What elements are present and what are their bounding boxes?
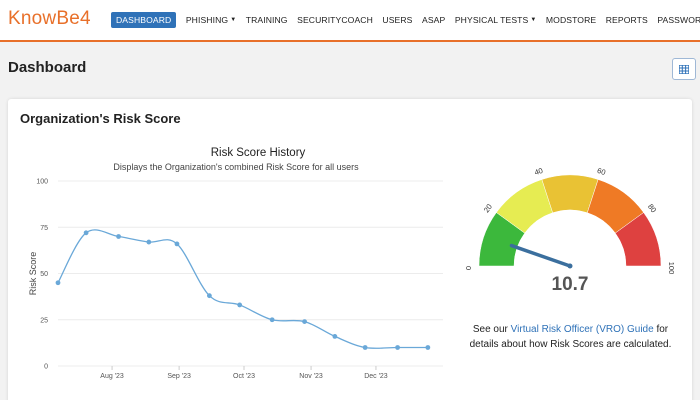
y-tick-label: 100	[36, 179, 48, 186]
nav-item-phishing[interactable]: PHISHING ▼	[186, 12, 236, 28]
data-point[interactable]	[207, 293, 212, 299]
nav-item-label: MODSTORE	[545, 15, 597, 25]
top-navbar: KnowBe4 DASHBOARD PHISHING ▼ TRAINING SECURI…	[0, 0, 700, 42]
nav-item-passwordiq[interactable]: PASSWORDIQ	[657, 12, 700, 28]
data-point[interactable]	[116, 234, 121, 239]
risk-score-gauge: 0 20 40 60 80 100 10.7	[464, 166, 676, 295]
data-point[interactable]	[146, 239, 152, 245]
nav-item-label: PHYSICAL TESTS	[454, 15, 529, 25]
nav-item-label: REPORTS	[605, 15, 648, 25]
data-point[interactable]	[302, 319, 307, 324]
data-point[interactable]	[362, 345, 368, 350]
nav-item-users[interactable]: USERS	[382, 12, 412, 28]
card-title: Organization's Risk Score	[20, 111, 181, 126]
gauge-tick-label: 0	[464, 266, 473, 270]
chart-title: Risk Score History	[211, 147, 306, 159]
nav-item-modstore[interactable]: MODSTORE	[546, 12, 596, 28]
nav-item-securitycoach[interactable]: SECURITYCOACH	[297, 12, 373, 28]
view-toggle-button[interactable]	[672, 58, 696, 80]
gauge-tick-label: 100	[667, 262, 676, 275]
data-point[interactable]	[237, 302, 243, 308]
nav-item-asap[interactable]: ASAP	[422, 12, 445, 28]
risk-score-history-chart: Risk Score History Displays the Organizat…	[28, 147, 443, 380]
vro-note-prefix: See our	[472, 324, 511, 335]
y-tick-label: 75	[40, 225, 48, 232]
x-tick-label: Nov '23	[299, 373, 323, 380]
gauge-band	[614, 212, 662, 267]
knowbe4-logo[interactable]: KnowBe4	[8, 8, 91, 29]
vro-note-suffix: for details about how Risk Scores are ca…	[469, 324, 672, 350]
chevron-down-icon: ▼	[230, 17, 237, 23]
nav-item-label: PASSWORDIQ	[657, 15, 700, 25]
nav-item-dashboard[interactable]: DASHBOARD	[111, 12, 177, 28]
gauge-needle-pivot	[567, 263, 573, 269]
x-tick-label: Dec '23	[364, 373, 388, 380]
nav-item-label: SECURITYCOACH	[297, 15, 373, 25]
nav-item-label: USERS	[382, 15, 413, 25]
data-point[interactable]	[425, 345, 431, 350]
nav-item-label: ASAP	[422, 15, 446, 25]
data-point[interactable]	[332, 334, 338, 339]
nav-item-physical-tests[interactable]: PHYSICAL TESTS ▼	[455, 12, 537, 28]
data-point[interactable]	[269, 317, 275, 323]
nav-item-label: DASHBOARD	[116, 15, 172, 25]
gauge-needle	[509, 243, 572, 268]
data-point[interactable]	[55, 280, 61, 286]
page-title: Dashboard	[8, 59, 87, 76]
y-tick-label: 0	[44, 364, 48, 371]
chart-subtitle: Displays the Organization's combined Ris…	[113, 162, 359, 172]
data-point[interactable]	[174, 241, 180, 247]
data-point[interactable]	[395, 345, 400, 350]
x-tick-label: Sep '23	[167, 373, 191, 380]
vro-note: See our Virtual Risk Officer (VRO) Guide…	[458, 322, 683, 352]
nav-item-training[interactable]: TRAINING	[246, 12, 288, 28]
x-tick-label: Aug '23	[100, 373, 124, 380]
x-tick-label: Oct '23	[233, 373, 255, 380]
nav-item-label: PHISHING	[185, 15, 229, 25]
nav-item-label: TRAINING	[245, 15, 288, 25]
vro-guide-link[interactable]: Virtual Risk Officer (VRO) Guide	[510, 324, 654, 335]
y-tick-label: 25	[40, 317, 48, 324]
gauge-tick-label: 60	[596, 166, 607, 177]
main-nav: DASHBOARD PHISHING ▼ TRAINING SECURITYCOACH U…	[111, 12, 700, 28]
data-point[interactable]	[83, 230, 89, 236]
y-tick-label: 50	[40, 271, 48, 278]
series-line	[57, 229, 428, 349]
risk-score-card: Organization's Risk Score	[8, 99, 692, 400]
gauge-tick-label: 20	[482, 202, 494, 214]
y-axis-label: Risk Score	[28, 252, 38, 296]
nav-item-reports[interactable]: REPORTS	[606, 12, 648, 28]
gauge-tick-label: 80	[646, 202, 658, 214]
gauge-value: 10.7	[552, 274, 589, 295]
chevron-down-icon: ▼	[530, 17, 537, 23]
gauge-tick-label: 40	[533, 166, 544, 177]
grid-icon	[679, 64, 689, 74]
